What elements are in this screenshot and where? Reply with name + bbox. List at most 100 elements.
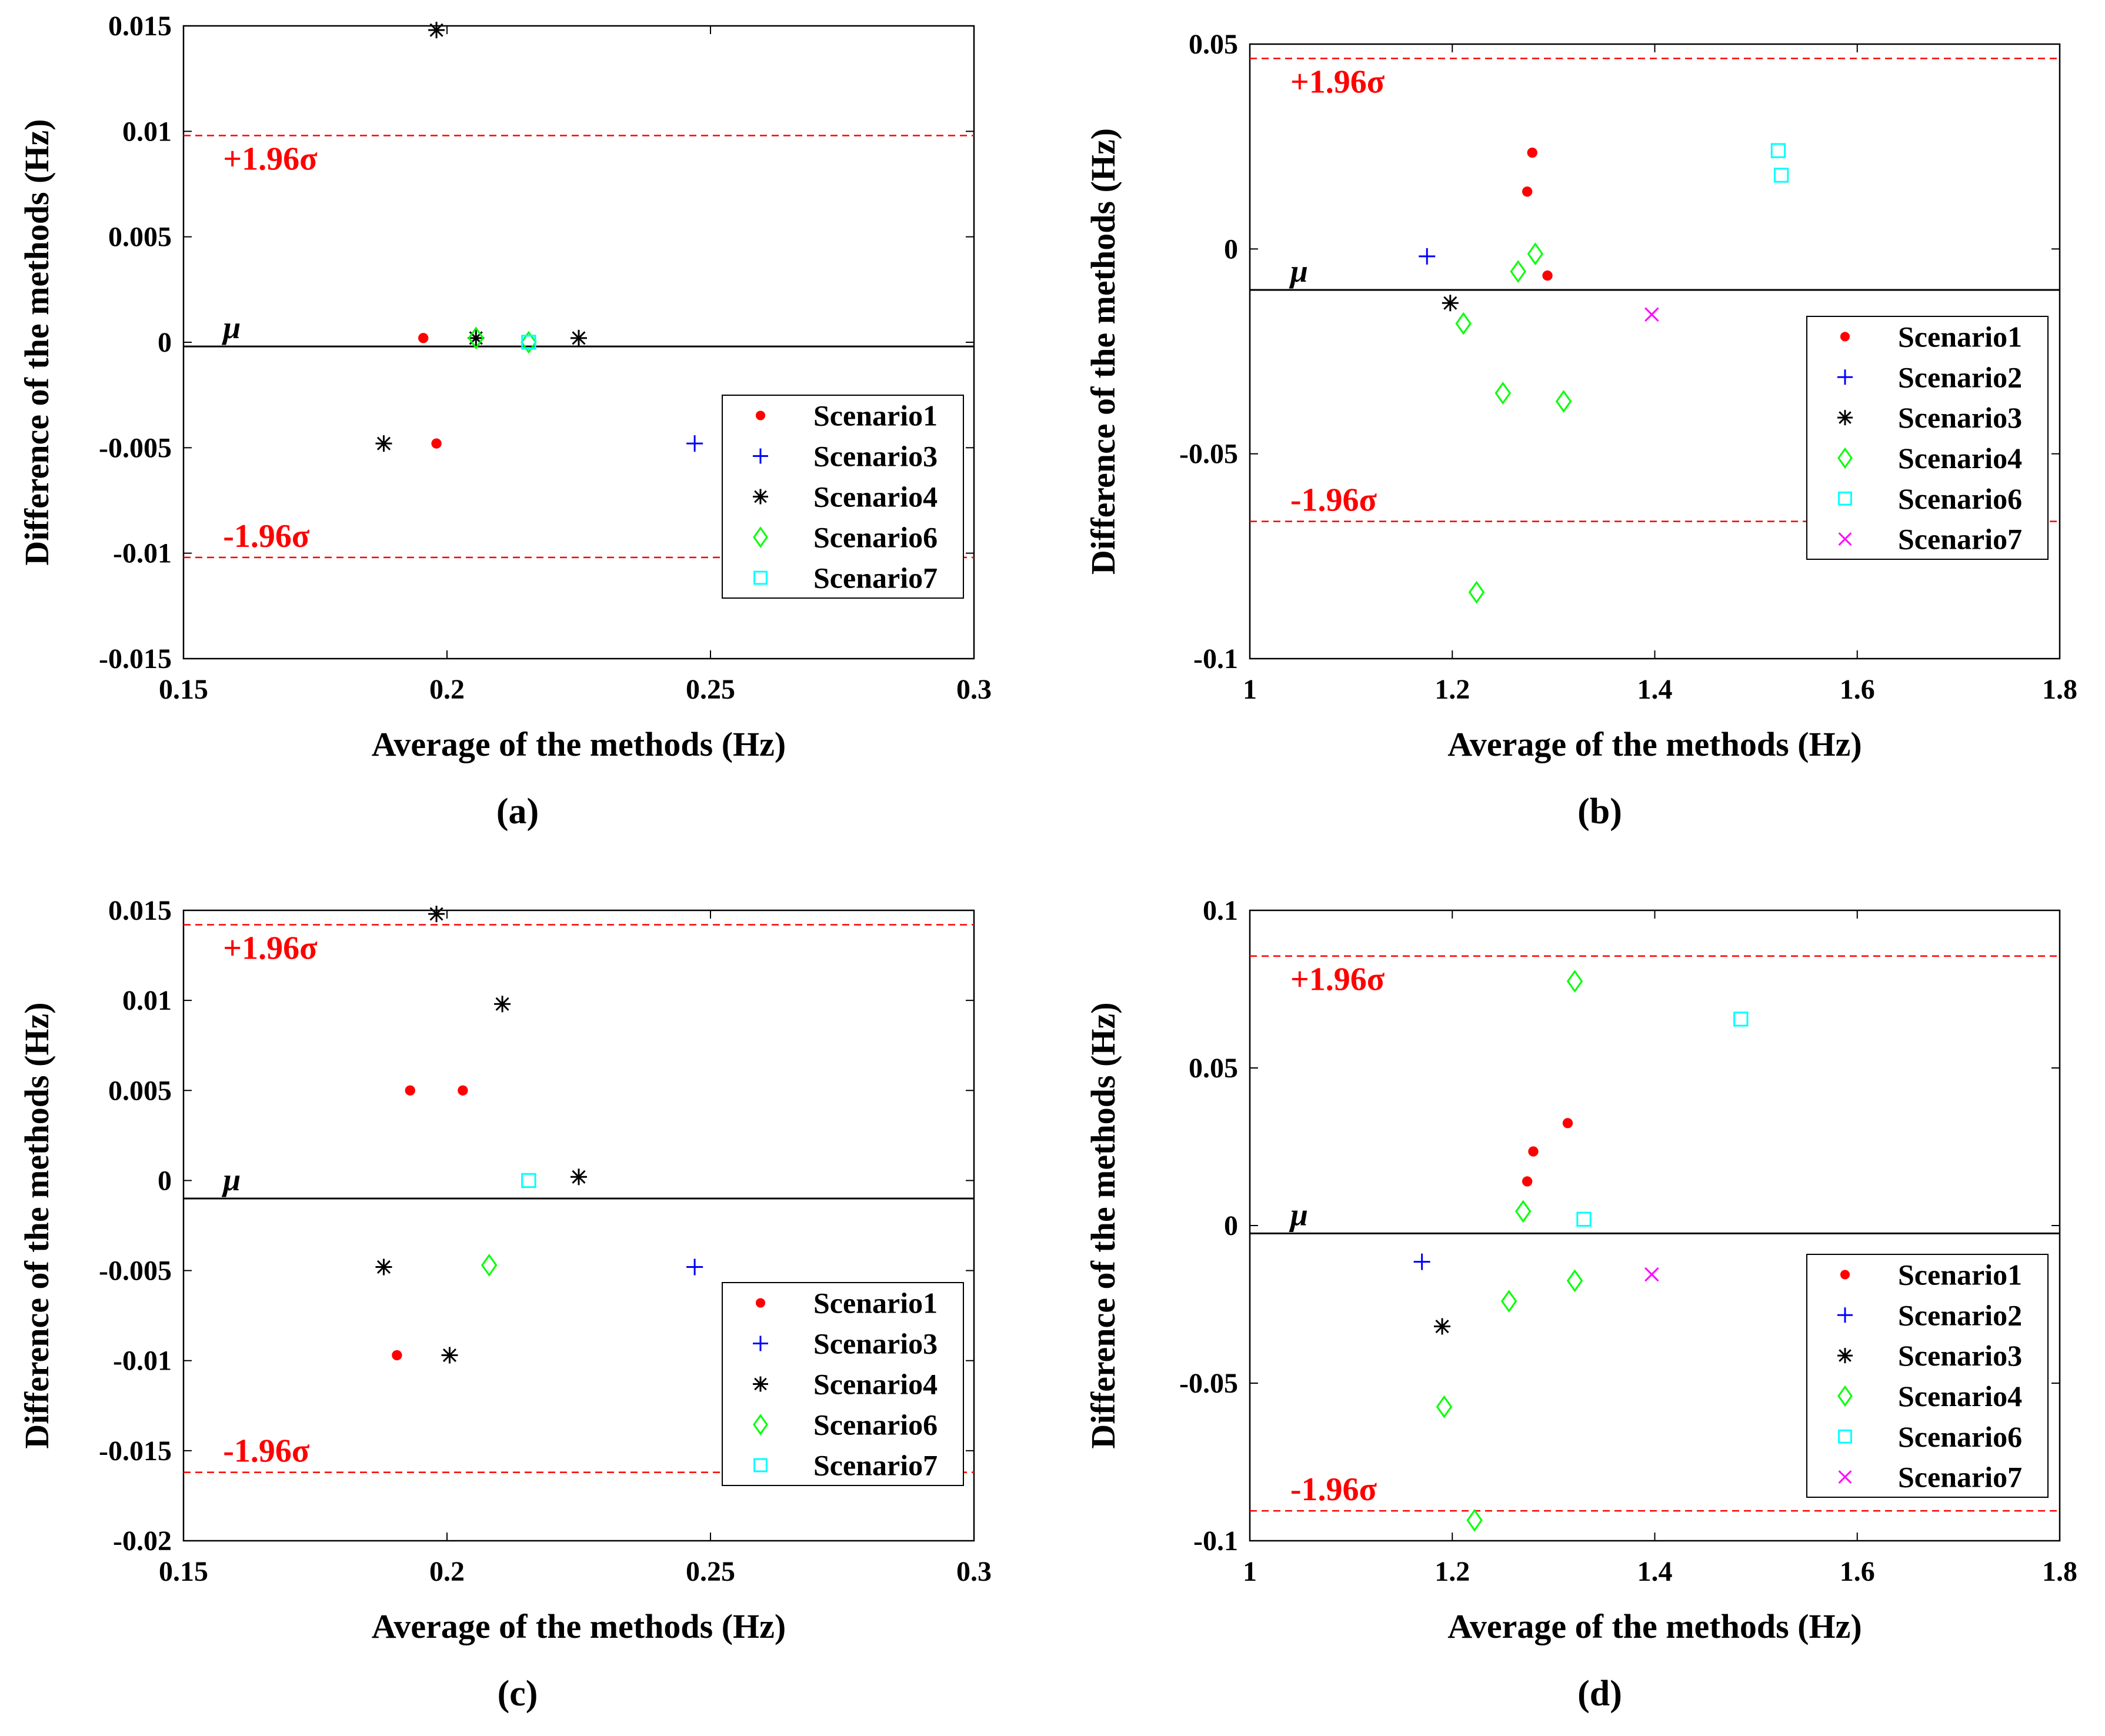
series-scenario2	[1419, 248, 1436, 265]
series-scenario6	[481, 1253, 498, 1277]
y-tick-label: -0.005	[99, 432, 172, 463]
data-point	[405, 1085, 415, 1096]
marker-diamond	[1466, 1508, 1483, 1532]
data-point	[418, 333, 429, 343]
legend-item: Scenario3	[1837, 401, 2022, 434]
y-tick-label: -0.005	[99, 1256, 172, 1287]
marker-cross	[1838, 1470, 1852, 1484]
marker-diamond	[1555, 390, 1572, 413]
marker-star	[1442, 295, 1459, 312]
marker-cross	[1644, 1267, 1659, 1282]
series-scenario4	[375, 906, 587, 1364]
marker-diamond	[1455, 312, 1472, 335]
x-axis-label: Average of the methods (Hz)	[1447, 725, 1862, 763]
series-scenario1	[418, 333, 442, 449]
legend-item: Scenario1	[1840, 1258, 2022, 1291]
marker-plus	[1419, 248, 1436, 265]
x-tick-label: 1.8	[2042, 674, 2077, 705]
y-tick-label: -0.05	[1179, 1368, 1238, 1399]
marker-dot	[1527, 147, 1537, 158]
panel-caption: (c)	[498, 1674, 538, 1714]
legend: Scenario1 Scenario3 Scenario4 Scenario6 Scen…	[722, 395, 964, 599]
legend-label: Scenario3	[1898, 1339, 2022, 1372]
panel-b: 1 1.2 1.4 1.6 1.8 -0.1 -0.05 0 0.05 Average of th…	[1084, 29, 2077, 832]
data-point	[1555, 390, 1572, 413]
series-scenario1	[1522, 1118, 1573, 1187]
marker-diamond	[753, 1414, 768, 1435]
legend-item: Scenario6	[753, 1408, 938, 1441]
marker-star	[571, 329, 587, 346]
y-tick-label: 0.005	[108, 222, 172, 253]
data-point	[441, 1347, 458, 1364]
marker-plus	[753, 448, 768, 464]
data-point	[375, 435, 392, 452]
legend-label: Scenario7	[813, 1449, 938, 1482]
series-scenario2	[1413, 1253, 1430, 1270]
x-tick-label: 1.2	[1435, 674, 1470, 705]
marker-star	[494, 996, 511, 1013]
legend-label: Scenario4	[813, 480, 938, 513]
marker-dot	[1840, 1270, 1850, 1280]
marker-square	[1733, 1011, 1749, 1027]
y-tick-label: -0.015	[99, 643, 172, 675]
data-point	[686, 1258, 703, 1276]
mean-label: μ	[221, 310, 241, 345]
data-point	[1644, 307, 1659, 322]
marker-dot	[755, 1298, 766, 1308]
legend-label: Scenario6	[813, 521, 938, 554]
legend-label: Scenario1	[813, 399, 938, 432]
marker-diamond	[1837, 1385, 1853, 1407]
legend: Scenario1 Scenario3 Scenario4 Scenario6 Scen…	[722, 1282, 964, 1486]
series-scenario6	[1770, 143, 1789, 183]
data-point	[1527, 147, 1537, 158]
x-tick-label: 1.4	[1637, 1556, 1673, 1587]
legend-item: Scenario3	[753, 1327, 938, 1360]
y-tick-label: -0.02	[113, 1525, 172, 1557]
y-tick-label: -0.01	[113, 1346, 172, 1377]
x-tick-label: 1.6	[1840, 674, 1875, 705]
marker-star	[468, 329, 485, 346]
marker-diamond	[1500, 1290, 1517, 1313]
legend-item: Scenario7	[1838, 1461, 2022, 1494]
y-tick-label: 0.1	[1203, 895, 1238, 926]
x-axis-label: Average of the methods (Hz)	[372, 725, 786, 763]
panel-caption: (a)	[496, 792, 539, 832]
marker-dot	[418, 333, 429, 343]
marker-dot	[755, 410, 766, 420]
legend-item: Scenario6	[753, 521, 938, 554]
y-tick-label: 0.015	[108, 11, 172, 42]
marker-square	[1770, 143, 1786, 158]
legend-item: Scenario4	[1837, 442, 2022, 475]
data-point	[1566, 1269, 1583, 1293]
y-axis-label: Difference of the methods (Hz)	[1084, 128, 1122, 575]
data-point	[468, 326, 485, 350]
marker-dot	[1522, 1176, 1533, 1187]
data-point	[1455, 312, 1472, 335]
data-point	[1468, 580, 1485, 604]
marker-square	[753, 570, 768, 585]
marker-square	[1773, 168, 1789, 183]
marker-diamond	[753, 526, 768, 548]
panel-c: 0.15 0.2 0.25 0.3 -0.02 -0.015 -0.01 -0.005 0 0.0…	[18, 895, 992, 1714]
y-tick-label: 0.01	[122, 116, 172, 147]
data-point	[392, 1350, 402, 1361]
marker-plus	[753, 1336, 768, 1351]
legend-item: Scenario7	[1838, 523, 2022, 556]
marker-dot	[1528, 1146, 1539, 1157]
data-point	[1510, 260, 1526, 283]
legend-label: Scenario4	[1898, 442, 2022, 475]
y-axis-label: Difference of the methods (Hz)	[1084, 1002, 1122, 1448]
upper-limit-label: +1.96σ	[223, 141, 318, 178]
legend-item: Scenario4	[753, 1368, 938, 1401]
data-point	[481, 1253, 498, 1277]
marker-square	[1576, 1211, 1592, 1227]
x-tick-label: 0.2	[429, 674, 465, 705]
data-point	[1434, 1318, 1451, 1335]
marker-star	[753, 489, 768, 505]
x-tick-label: 0.25	[686, 1556, 735, 1587]
data-point	[1528, 1146, 1539, 1157]
y-axis-label: Difference of the methods (Hz)	[18, 119, 56, 565]
data-point	[1413, 1253, 1430, 1270]
lower-limit-label: -1.96σ	[223, 1433, 310, 1470]
data-point	[571, 1169, 587, 1186]
